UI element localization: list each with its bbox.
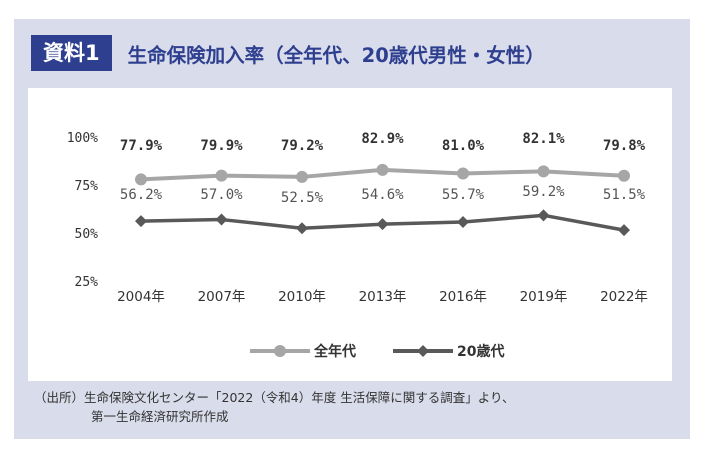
line-chart: 100%75%50%25% 2004年 2007年 2010年 2013年 2016年 2… — [67, 131, 648, 360]
chart-panel: 100% 75% 50% 25% 2004年 2007年 2010年 2013年 2016年 2… — [28, 88, 672, 381]
data-label: 82.1% — [522, 131, 565, 147]
series-all-ages: 77.9% 79.9% 79.2% 82.9% 81.0% 82.1% 79.8% — [120, 131, 646, 186]
data-label: 82.9% — [361, 131, 404, 147]
x-axis: 2004年 2007年 2010年 2013年 2016年 2019年 2022年 — [117, 289, 648, 305]
data-label: 57.0% — [200, 187, 243, 203]
y-axis: 100% 75% 50% 25% — [67, 131, 98, 290]
source-line-2: 第一生命経済研究所作成 — [91, 409, 229, 424]
data-label: 79.2% — [281, 138, 324, 154]
data-point — [376, 163, 389, 176]
y-tick-label: 75% — [75, 179, 99, 194]
x-tick-label: 2004年 — [117, 289, 165, 305]
data-label: 54.6% — [361, 187, 404, 203]
figure-frame: 資料1 生命保険加入率（全年代、20歳代男性・女性） 100% 75% 50% 25%… — [14, 19, 690, 439]
figure-number-badge: 資料1 — [31, 35, 112, 71]
x-tick-label: 2010年 — [278, 289, 326, 305]
data-label: 81.0% — [442, 138, 485, 154]
source-note: （出所）生命保険文化センター「2022（令和4）年度 生活保障に関する調査」より… — [34, 388, 515, 426]
data-point — [215, 213, 228, 226]
x-tick-label: 2007年 — [198, 289, 246, 305]
x-tick-label: 2022年 — [600, 289, 648, 305]
x-tick-label: 2019年 — [520, 289, 568, 305]
series-layer: 77.9% 79.9% 79.2% 82.9% 81.0% 82.1% 79.8% 56.2%… — [120, 131, 646, 237]
legend: 全年代 20歳代 — [250, 343, 504, 360]
y-tick-label: 25% — [75, 275, 99, 290]
data-point — [215, 169, 228, 182]
data-point — [537, 209, 550, 222]
data-label: 77.9% — [120, 138, 163, 154]
data-point — [457, 167, 469, 180]
data-point — [457, 216, 469, 229]
source-line-1: （出所）生命保険文化センター「2022（令和4）年度 生活保障に関する調査」より… — [34, 390, 515, 405]
data-label: 52.5% — [281, 190, 324, 206]
data-label: 51.5% — [603, 187, 646, 203]
legend-item-all-ages: 全年代 — [250, 343, 356, 360]
data-point — [618, 224, 630, 237]
data-point — [296, 222, 308, 235]
legend-item-20s: 20歳代 — [393, 343, 504, 360]
data-point — [296, 170, 308, 183]
series-20s: 56.2% 57.0% 52.5% 54.6% 55.7% 59.2% 51.5% — [120, 184, 646, 237]
figure-header: 資料1 生命保険加入率（全年代、20歳代男性・女性） — [31, 35, 545, 71]
y-tick-label: 100% — [67, 131, 98, 146]
data-point — [618, 169, 630, 182]
data-point — [135, 215, 147, 228]
data-point — [376, 218, 389, 231]
x-tick-label: 2013年 — [359, 289, 407, 305]
data-label: 79.8% — [603, 138, 646, 154]
data-point — [537, 165, 550, 178]
legend-swatch-marker — [274, 345, 286, 357]
data-point — [135, 173, 147, 186]
y-tick-label: 50% — [75, 227, 99, 242]
legend-swatch-marker — [417, 345, 429, 357]
data-label: 55.7% — [442, 187, 485, 203]
legend-label: 全年代 — [313, 343, 356, 360]
figure-title: 生命保険加入率（全年代、20歳代男性・女性） — [127, 43, 545, 67]
legend-label: 20歳代 — [457, 343, 504, 360]
data-label: 59.2% — [522, 184, 565, 200]
data-label: 56.2% — [120, 187, 163, 203]
x-tick-label: 2016年 — [439, 289, 487, 305]
data-label: 79.9% — [200, 138, 243, 154]
